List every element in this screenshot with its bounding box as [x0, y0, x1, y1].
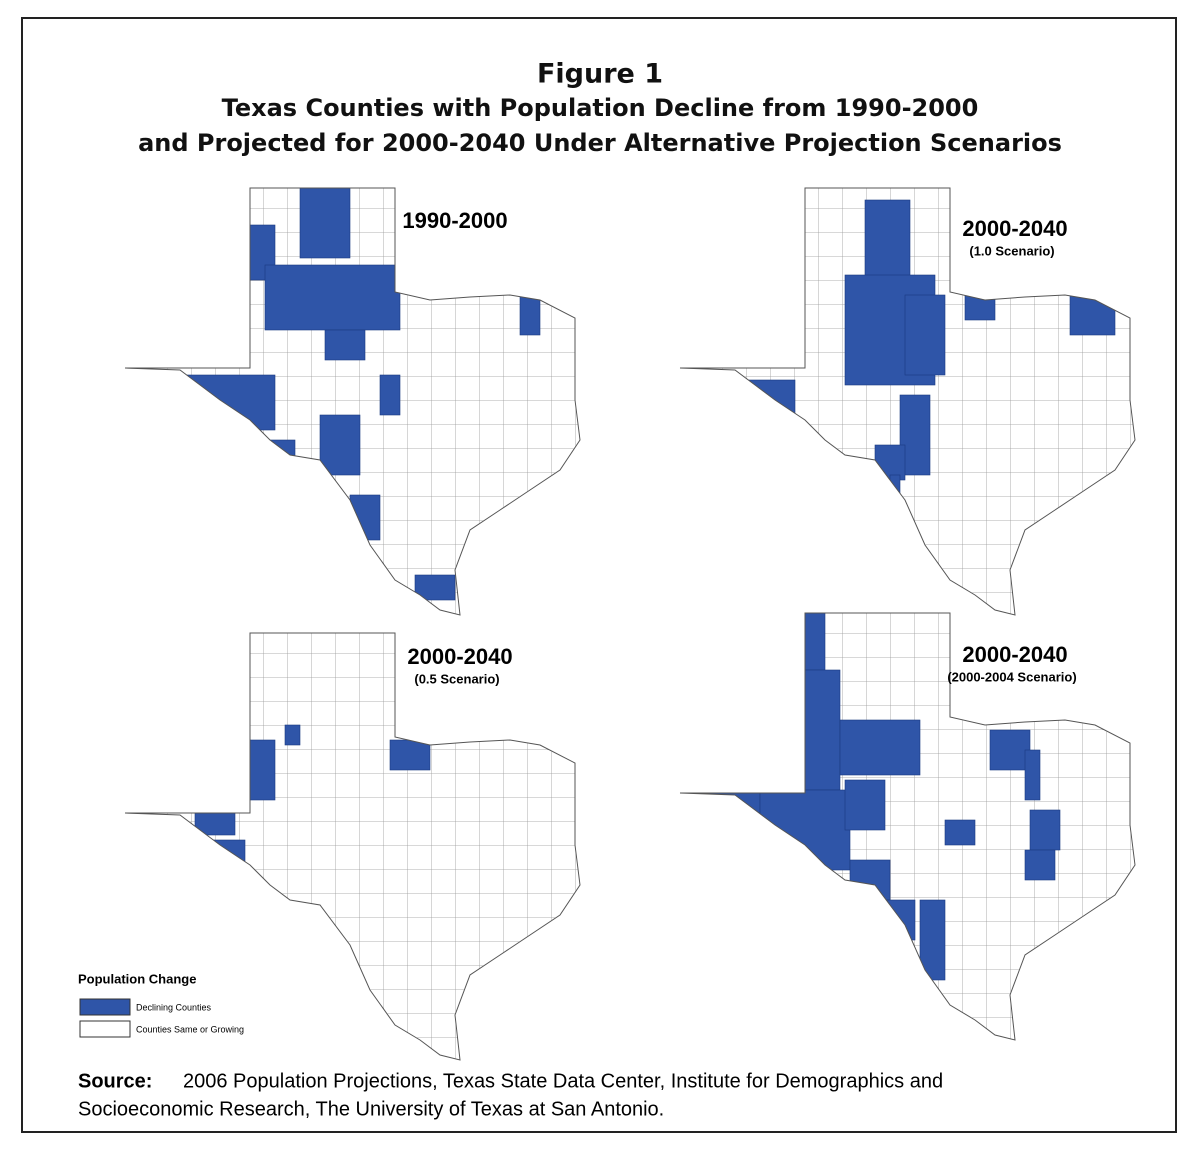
legend-label: Counties Same or Growing [136, 1024, 244, 1034]
figure-title: and Projected for 2000-2040 Under Altern… [138, 129, 1062, 157]
declining-county [264, 264, 401, 331]
declining-county [844, 779, 886, 831]
declining-county [379, 374, 401, 416]
declining-county [864, 199, 911, 281]
source-text: Socioeconomic Research, The University o… [78, 1098, 664, 1120]
legend-title: Population Change [78, 971, 196, 986]
map-subtitle: (0.5 Scenario) [414, 671, 499, 686]
declining-county [389, 739, 431, 771]
declining-county [1024, 749, 1041, 801]
declining-county [1024, 849, 1056, 881]
legend-swatch [79, 998, 131, 1016]
state-outline [124, 632, 581, 1061]
declining-county [839, 719, 921, 776]
declining-county [904, 294, 946, 376]
map-subtitle: (1.0 Scenario) [969, 243, 1054, 258]
declining-county [989, 729, 1031, 771]
map-title: 2000-2040 [962, 216, 1067, 241]
state-outline [124, 187, 581, 616]
map-title: 2000-2040 [962, 642, 1067, 667]
figure-label: Figure 1 [537, 59, 663, 90]
state-outline [679, 187, 1136, 616]
map-subtitle: (2000-2004 Scenario) [947, 669, 1076, 684]
source-text: 2006 Population Projections, Texas State… [183, 1070, 943, 1092]
source-label: Source: [78, 1070, 152, 1092]
figure-title: Texas Counties with Population Decline f… [222, 94, 979, 122]
map-title: 2000-2040 [407, 644, 512, 669]
declining-county [919, 899, 946, 981]
state-fill [125, 188, 580, 615]
state-outline [679, 612, 1136, 1041]
legend-label: Declining Counties [136, 1002, 212, 1012]
state-fill [680, 613, 1135, 1040]
map-title: 1990-2000 [402, 208, 507, 233]
declining-county [324, 329, 366, 361]
state-fill [125, 633, 580, 1060]
declining-county [944, 819, 976, 846]
declining-county [284, 724, 301, 746]
legend-swatch [79, 1020, 131, 1038]
declining-county [1029, 809, 1061, 851]
declining-county [319, 414, 361, 476]
declining-county [299, 188, 351, 259]
declining-county [519, 294, 541, 336]
